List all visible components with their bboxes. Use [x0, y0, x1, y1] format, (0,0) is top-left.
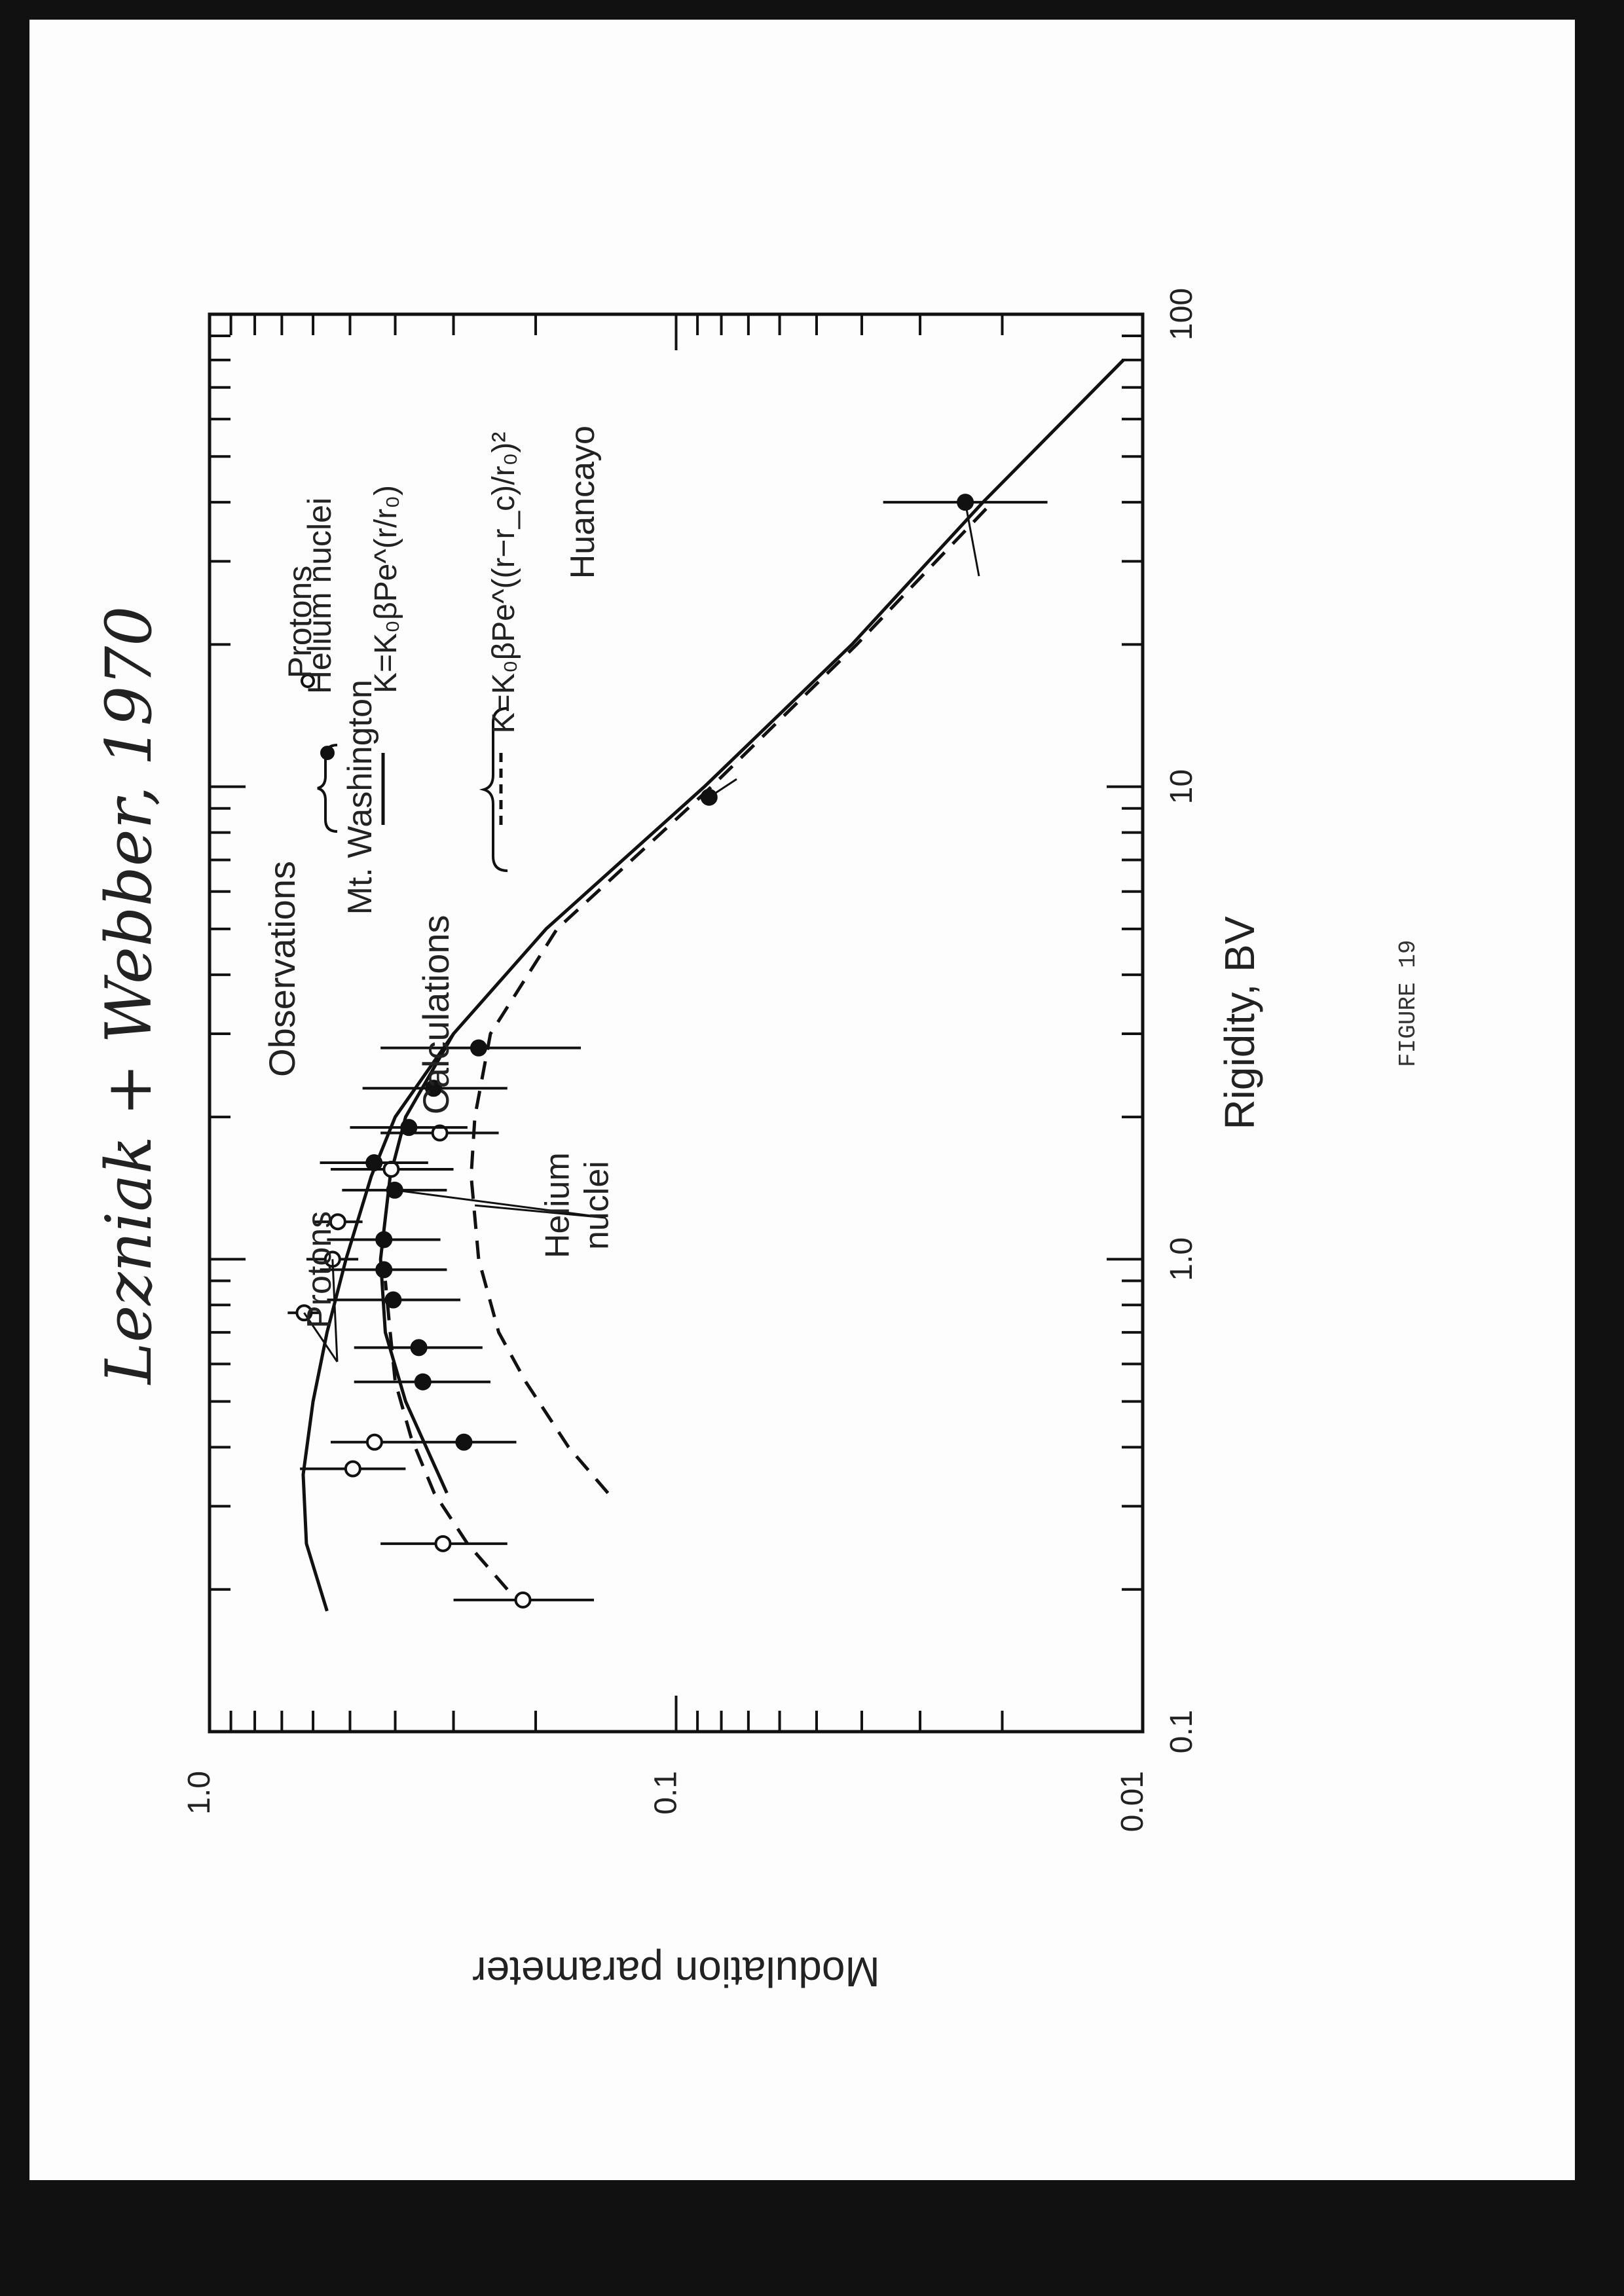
annotation-4: Huancayo: [564, 426, 602, 579]
legend-calculations: Calculations: [415, 915, 456, 1114]
annotation-pointer: [964, 501, 980, 577]
helium-point: [384, 1291, 402, 1309]
annotation-1: Helium: [538, 1152, 576, 1258]
helium-point: [375, 1231, 393, 1248]
x-tick-label: 100: [1164, 288, 1199, 340]
y-tick-label: 0.01: [1115, 1771, 1150, 1832]
helium-point: [425, 1080, 443, 1097]
figure-svg: 0.1 1.0 10 100 0.01 0.1 1.0 Rigidity, BV Modulat…: [92, 288, 1263, 1995]
legend-observations: Observations: [261, 861, 303, 1077]
helium-point: [400, 1119, 418, 1137]
label-layer: 0.1 1.0 10 100 0.01 0.1 1.0 Rigidity, BV Modulat…: [92, 288, 1263, 1995]
y-tick-label: 1.0: [182, 1771, 217, 1815]
legend-marker-protons: [301, 674, 315, 688]
figure-caption: FIGURE 19: [1395, 939, 1422, 1067]
scanned-page: 0.1 1.0 10 100 0.01 0.1 1.0 Rigidity, BV Modulat…: [29, 20, 1575, 2180]
annotation-0: Protons: [301, 1211, 339, 1328]
proton-point: [431, 1124, 449, 1142]
curve-1: [378, 1032, 455, 1494]
plot-frame: [208, 312, 1145, 1734]
curve-0: [301, 359, 1125, 1612]
handwritten-title: Lezniak + Webber, 1970: [92, 606, 166, 1386]
proton-point: [382, 1160, 400, 1178]
helium-point: [365, 1154, 383, 1172]
x-tick-label: 0.1: [1164, 1710, 1199, 1754]
legend-marker-helium: [320, 746, 335, 760]
helium-point: [414, 1373, 432, 1391]
annotation-3: Mt. Washington: [341, 680, 379, 915]
annotation-pointer: [303, 1312, 339, 1362]
helium-point: [470, 1039, 487, 1057]
proton-point: [344, 1460, 361, 1478]
legend-protons: Protons: [282, 566, 318, 678]
y-tick-label: 0.1: [649, 1771, 684, 1815]
annotation-2: nuclei: [578, 1161, 616, 1250]
x-axis-title: Rigidity, BV: [1216, 916, 1263, 1129]
annotation-pointer: [395, 1189, 606, 1219]
helium-point: [455, 1433, 473, 1451]
curve-3: [469, 501, 994, 1495]
y-axis-title: Modulation parameter: [472, 1948, 880, 1995]
legend-solid-formula: K=K₀βPe^(r/r₀): [369, 485, 403, 693]
proton-point: [514, 1591, 532, 1609]
legend-dashed-formula: K=K₀βPe^((r−r_c)/r₀)²: [487, 432, 521, 734]
x-tick-label: 10: [1164, 769, 1199, 804]
x-tick-label: 1.0: [1164, 1237, 1199, 1281]
annotation-pointer: [331, 1259, 339, 1362]
plot-layer: [208, 312, 1145, 1734]
helium-point: [410, 1339, 428, 1357]
proton-point: [434, 1535, 452, 1552]
legend-helium: Helium nuclei: [301, 498, 338, 694]
proton-point: [365, 1433, 383, 1451]
legend-brace-calculations: [479, 707, 508, 872]
annotation-pointer: [708, 778, 737, 798]
annotation-pointer: [475, 1204, 606, 1219]
proton-point: [329, 1213, 346, 1231]
helium-point: [375, 1261, 393, 1279]
